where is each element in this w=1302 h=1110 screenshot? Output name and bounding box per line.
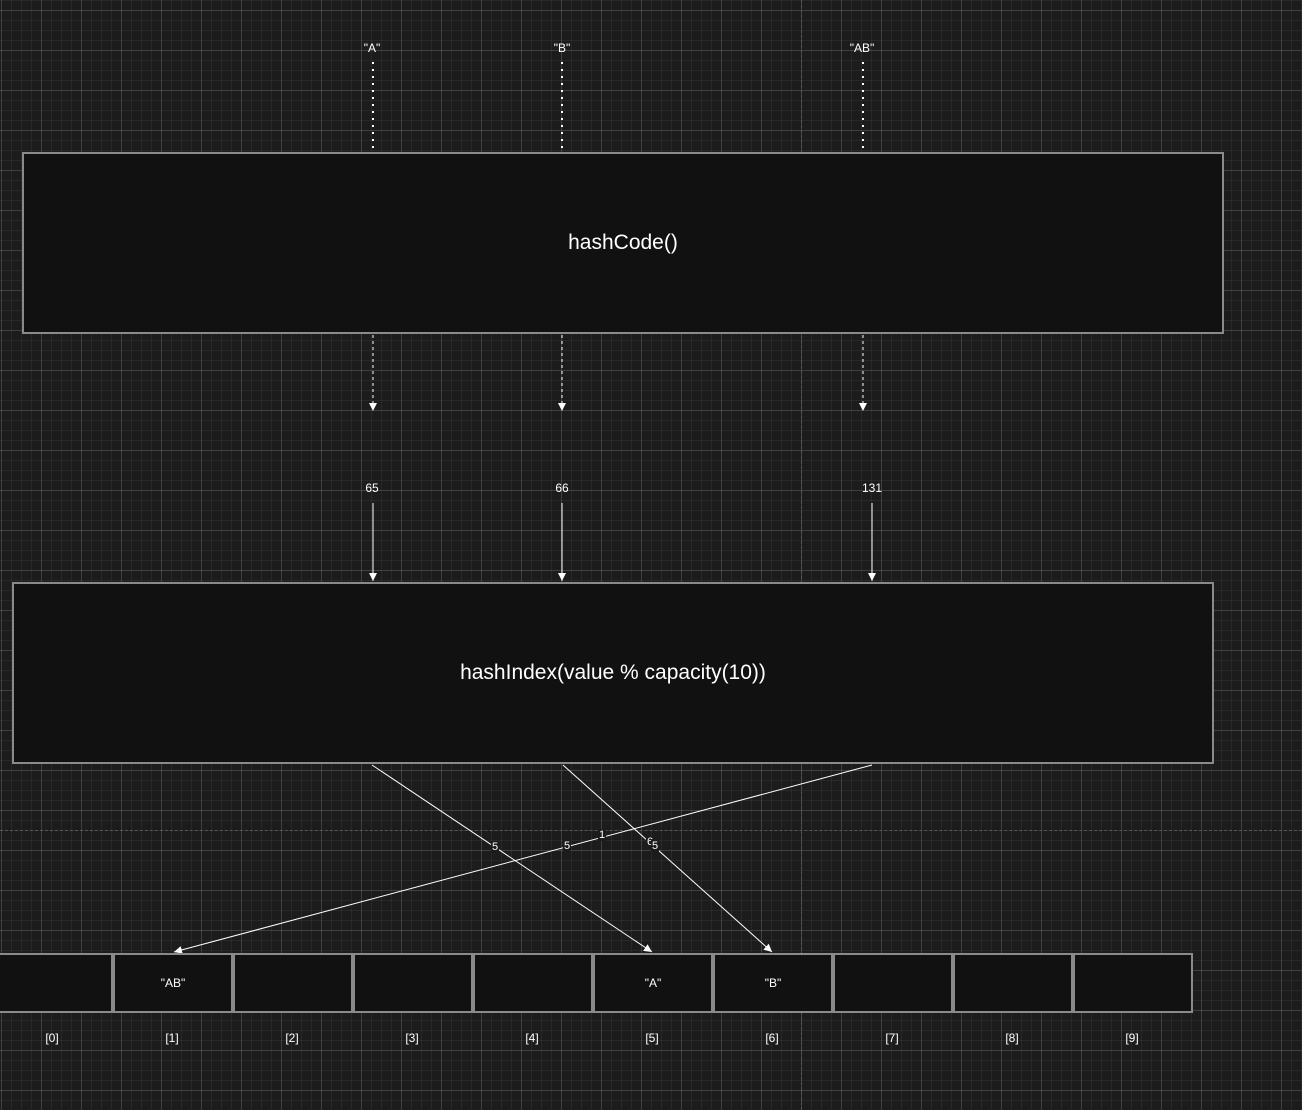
bucket-index-8: [8] [1005,1031,1019,1045]
bucket-0 [0,953,113,1013]
bucket-index-7: [7] [885,1031,899,1045]
index-b-to-bucket-6-arrow [562,764,773,953]
bucket-index-4: [4] [525,1031,539,1045]
bucket-8 [953,953,1073,1013]
hashcode-box-label: hashCode() [568,231,678,254]
horizontal-guide-line [0,830,1302,831]
bucket-4 [473,953,593,1013]
bucket-6-value: "B" [764,976,782,990]
bucket-2 [233,953,353,1013]
bucket-index-0: [0] [45,1031,59,1045]
input-label-a: "A" [363,41,381,55]
input-label-b: "B" [553,41,571,55]
vertical-guide-line [801,0,802,1110]
bucket-index-6: [6] [765,1031,779,1045]
bucket-index-5: [5] [645,1031,659,1045]
bucket-9 [1073,953,1193,1013]
bucket-1: "AB" [113,953,233,1013]
index-ab-to-bucket-1-arrow [173,764,873,954]
hash-value-131: 131 [861,481,883,495]
bucket-5-value: "A" [644,976,662,990]
edge-label-b-index-6: 6 [645,836,655,848]
bucket-index-1: [1] [165,1031,179,1045]
bucket-1-value: "AB" [160,976,186,990]
hash-value-66: 66 [555,481,569,495]
edge-label-ab-index-1: 1 [597,829,607,841]
edge-label-a-index: 5 [490,841,500,853]
hashindex-box: hashIndex(value % capacity(10)) [12,582,1214,764]
bucket-6: "B" [713,953,833,1013]
bucket-index-2: [2] [285,1031,299,1045]
edge-label-ab-index-5: 5 [562,840,572,852]
hashindex-box-label: hashIndex(value % capacity(10)) [460,661,766,684]
bucket-3 [353,953,473,1013]
hash-value-65: 65 [365,481,379,495]
bucket-5: "A" [593,953,713,1013]
bucket-index-9: [9] [1125,1031,1139,1045]
input-label-ab: "AB" [849,41,875,55]
bucket-7 [833,953,953,1013]
index-a-to-bucket-5-arrow [371,764,653,953]
bucket-index-3: [3] [405,1031,419,1045]
hashcode-box: hashCode() [22,152,1224,334]
edge-label-b-index-5: 5 [650,840,660,852]
